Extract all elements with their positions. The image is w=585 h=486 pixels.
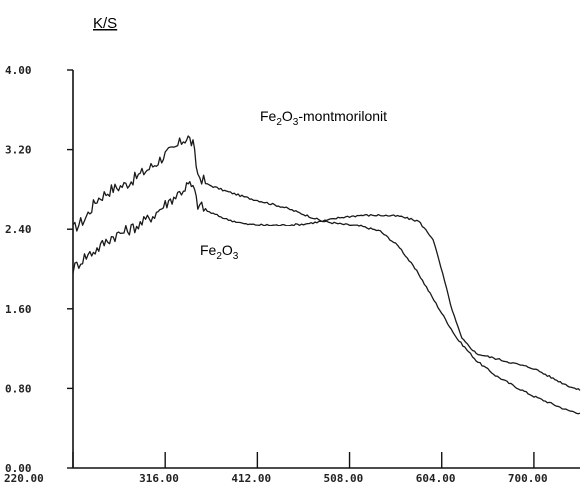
- y-tick-label-1: 0.80: [5, 382, 32, 395]
- x-tick-label-0: 220.00: [4, 472, 44, 485]
- x-tick-label-4: 604.00: [416, 472, 456, 485]
- label-backdrop: [250, 226, 358, 268]
- annotation-fe2o3: Fe2O3: [200, 242, 239, 262]
- axis-ticks: 0.00 0.80 1.60 2.40 3.20 4.00 220.00 316.00 412.…: [4, 64, 548, 485]
- series-line-0: [72, 135, 581, 415]
- y-tick-label-5: 4.00: [5, 64, 32, 77]
- y-tick-label-0: 0.00: [5, 462, 32, 475]
- series-layer: [72, 135, 581, 415]
- annotation-fe2o3-montmorilonit: Fe2O3-montmorilonit: [260, 108, 387, 128]
- x-tick-label-2: 412.00: [231, 472, 271, 485]
- y-tick-label-4: 3.20: [5, 144, 32, 157]
- y-axis-label: K/S: [93, 15, 117, 32]
- x-tick-label-3: 508.00: [324, 472, 364, 485]
- x-tick-label-1: 316.00: [139, 472, 179, 485]
- x-tick-label-5: 700.00: [508, 472, 548, 485]
- series-line-1: [72, 180, 581, 391]
- y-tick-label-3: 2.40: [5, 223, 32, 236]
- y-tick-label-2: 1.60: [5, 303, 32, 316]
